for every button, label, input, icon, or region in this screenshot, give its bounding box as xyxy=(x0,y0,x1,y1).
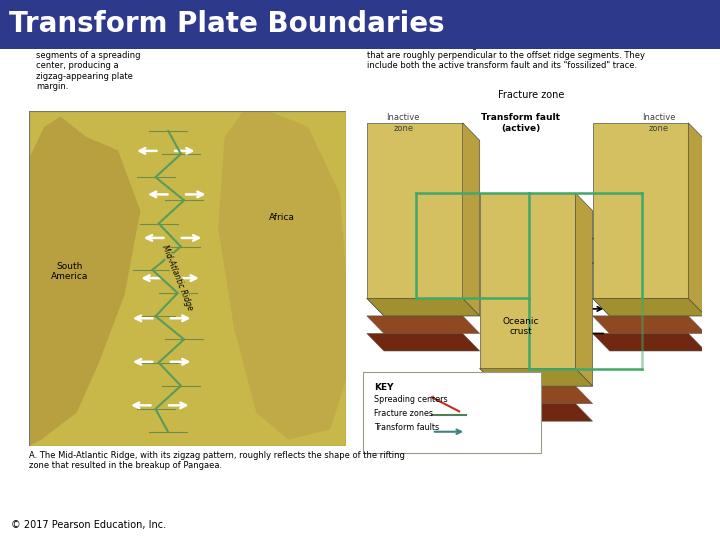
Text: © 2017 Pearson Education, Inc.: © 2017 Pearson Education, Inc. xyxy=(11,520,166,530)
Text: Africa: Africa xyxy=(269,213,295,222)
Text: Fracture zone: Fracture zone xyxy=(498,90,564,100)
Text: B. Fracture zones are long, narrow scar-like features in the seafloor
that are r: B. Fracture zones are long, narrow scar-… xyxy=(367,40,650,70)
Text: Fracture zones: Fracture zones xyxy=(374,409,433,418)
Polygon shape xyxy=(463,123,480,316)
Polygon shape xyxy=(366,123,463,298)
Text: Transform faults: Transform faults xyxy=(374,423,438,432)
Bar xyxy=(364,372,541,453)
Text: Transform fault
(active): Transform fault (active) xyxy=(481,113,560,133)
Text: Inactive
zone: Inactive zone xyxy=(642,113,675,133)
Polygon shape xyxy=(480,386,593,403)
Polygon shape xyxy=(480,403,593,421)
Polygon shape xyxy=(366,298,480,316)
Text: A. The Mid-Atlantic Ridge, with its zigzag pattern, roughly reflects the shape o: A. The Mid-Atlantic Ridge, with its zigz… xyxy=(29,451,405,470)
Text: Mid-Atlantic Ridge: Mid-Atlantic Ridge xyxy=(161,244,195,312)
Polygon shape xyxy=(29,117,140,446)
Polygon shape xyxy=(593,316,706,333)
Polygon shape xyxy=(593,333,706,351)
Text: Transform Plate Boundaries: Transform Plate Boundaries xyxy=(9,10,444,38)
Polygon shape xyxy=(593,298,706,316)
Polygon shape xyxy=(480,193,575,368)
Polygon shape xyxy=(366,316,480,333)
Text: Most transform faults offset
segments of a spreading
center, producing a
zigzag-: Most transform faults offset segments of… xyxy=(36,40,153,91)
Polygon shape xyxy=(593,298,706,316)
Polygon shape xyxy=(575,193,593,386)
Text: Spreading centers: Spreading centers xyxy=(374,395,447,404)
Text: Inactive
zone: Inactive zone xyxy=(387,113,420,133)
Text: South
America: South America xyxy=(51,262,89,281)
Text: KEY: KEY xyxy=(374,382,393,392)
Text: Oceanic
crust: Oceanic crust xyxy=(503,317,539,336)
Polygon shape xyxy=(593,123,688,298)
Polygon shape xyxy=(366,333,480,351)
Polygon shape xyxy=(480,368,593,386)
Polygon shape xyxy=(688,123,706,316)
Polygon shape xyxy=(366,298,480,316)
Polygon shape xyxy=(480,368,593,386)
Polygon shape xyxy=(219,111,346,439)
